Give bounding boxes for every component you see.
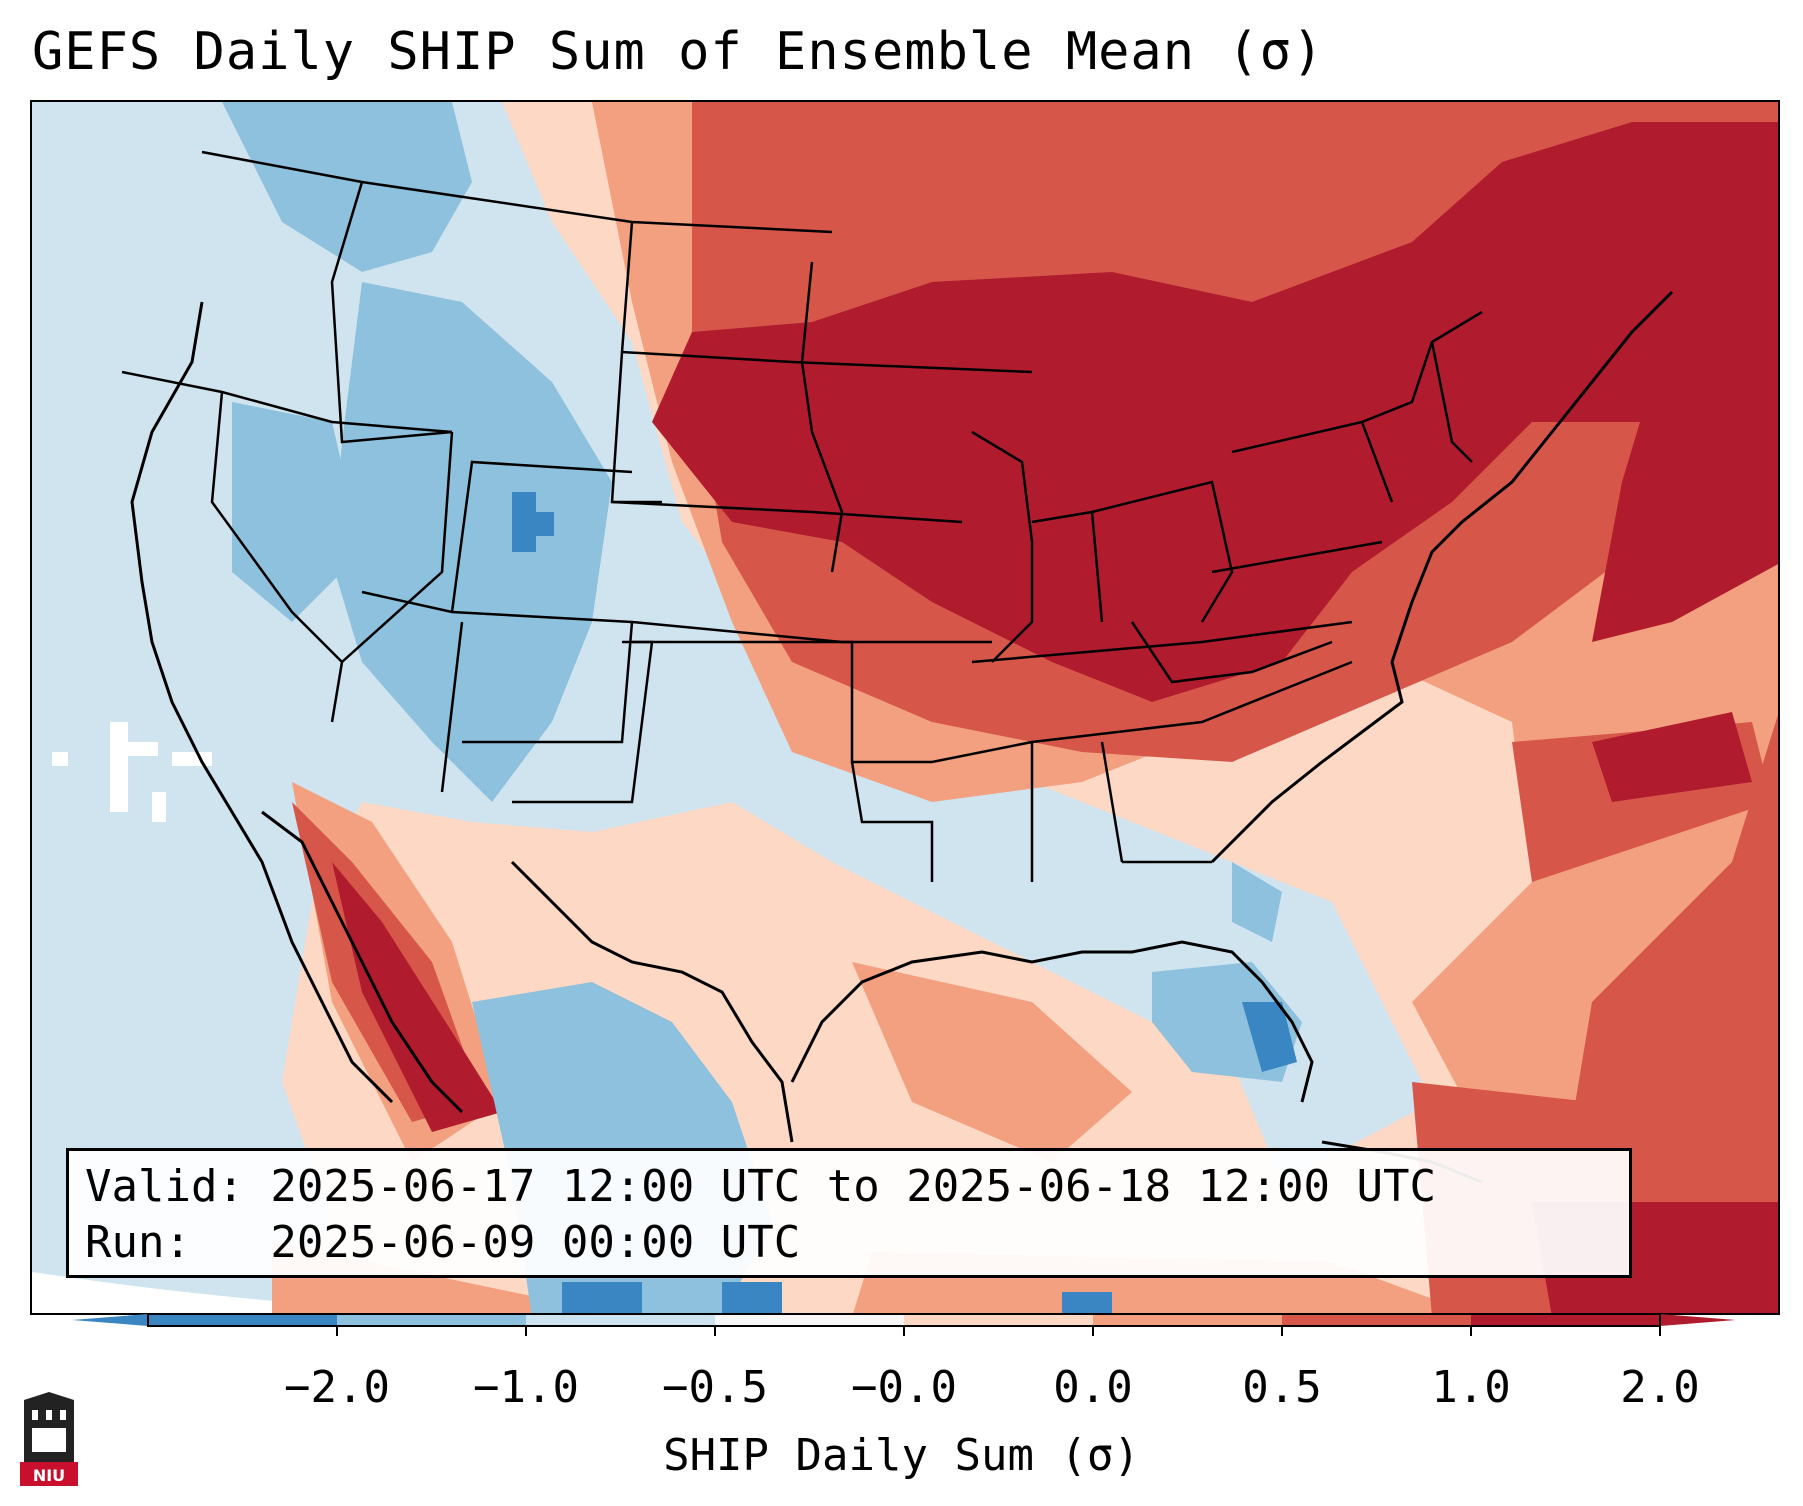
colorbar-extend-low	[72, 1314, 148, 1326]
colorbar-segment	[148, 1314, 338, 1326]
colorbar-extend-high	[1660, 1314, 1736, 1326]
colorbar-segment	[715, 1314, 905, 1326]
colorbar-tick-label: −0.5	[662, 1362, 768, 1413]
colorbar-segment	[337, 1314, 527, 1326]
strong-negative-region	[512, 492, 1297, 1313]
anomaly-map	[32, 102, 1778, 1313]
colorbar-tick-label: −1.0	[473, 1362, 579, 1413]
niu-logo: NIU	[20, 1392, 78, 1486]
colorbar-tick-label: 0.5	[1242, 1362, 1322, 1413]
state-borders	[121, 150, 1483, 882]
colorbar-tick-label: 2.0	[1620, 1362, 1700, 1413]
colorbar-segment	[526, 1314, 716, 1326]
colorbar-tick-label: 0.0	[1053, 1362, 1133, 1413]
map-title: GEFS Daily SHIP Sum of Ensemble Mean (σ)	[32, 22, 1325, 82]
validity-info-box: Valid: 2025-06-17 12:00 UTC to 2025-06-1…	[66, 1148, 1632, 1278]
colorbar-tick-label: −2.0	[284, 1362, 390, 1413]
colorbar-segment	[1093, 1314, 1283, 1326]
colorbar-tick-label: 1.0	[1431, 1362, 1511, 1413]
svg-text:NIU: NIU	[33, 1466, 65, 1485]
very-strong-positive-region	[332, 122, 1778, 1313]
valid-time-line: Valid: 2025-06-17 12:00 UTC to 2025-06-1…	[85, 1161, 1437, 1212]
colorbar-segment	[1282, 1314, 1472, 1326]
map-panel	[30, 100, 1780, 1315]
colorbar-segment	[904, 1314, 1094, 1326]
coastlines	[130, 290, 1674, 1184]
colorbar-label: SHIP Daily Sum (σ)	[663, 1430, 1140, 1481]
colorbar	[72, 1314, 1736, 1336]
run-time-line: Run: 2025-06-09 00:00 UTC	[85, 1217, 801, 1268]
outside-projection	[32, 1272, 454, 1313]
colorbar-segment	[1471, 1314, 1661, 1326]
colorbar-tick-label: −0.0	[851, 1362, 957, 1413]
